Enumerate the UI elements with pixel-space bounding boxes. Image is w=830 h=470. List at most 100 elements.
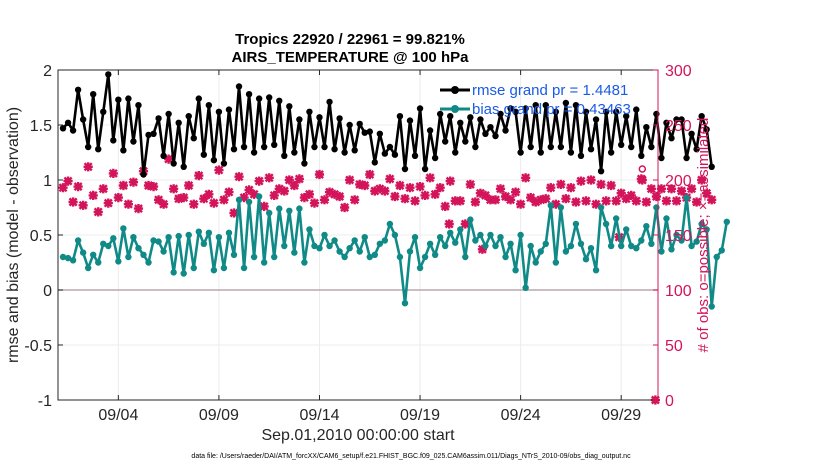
- bias-point: [492, 242, 499, 250]
- assimilated-marker: [179, 193, 189, 203]
- rmse-point: [497, 110, 504, 118]
- rmse-point: [441, 138, 449, 145]
- bias-point: [316, 245, 323, 252]
- bias-point: [457, 226, 464, 233]
- assimilated-marker: [370, 186, 380, 196]
- rmse-point: [195, 95, 202, 102]
- bias-point: [467, 216, 474, 223]
- bias-point: [361, 234, 368, 241]
- assimilated-marker: [93, 207, 103, 217]
- assimilated-marker: [420, 190, 430, 200]
- assimilated-marker: [444, 219, 454, 229]
- bias-point: [607, 242, 615, 250]
- assimilated-marker: [133, 204, 144, 214]
- y-right-tick-label: 200: [665, 173, 692, 190]
- bias-point: [617, 242, 625, 250]
- assimilated-marker: [611, 196, 621, 206]
- rmse-point: [150, 130, 157, 137]
- assimilated-marker: [656, 184, 667, 194]
- bias-point: [708, 303, 715, 310]
- y-left-tick-label: -0.5: [24, 338, 52, 355]
- rmse-point: [140, 171, 147, 178]
- assimilated-marker: [596, 179, 606, 189]
- assimilated-marker: [148, 182, 159, 192]
- assimilated-marker: [214, 165, 224, 175]
- assimilated-marker: [551, 199, 561, 209]
- bias-point: [628, 242, 635, 250]
- rmse-point: [95, 146, 102, 153]
- x-axis-label: Sep.01,2010 00:00:00 start: [261, 427, 455, 444]
- rmse-point: [592, 116, 600, 123]
- x-tick-label: 09/14: [299, 407, 339, 424]
- assimilated-marker: [375, 184, 385, 194]
- rmse-point: [447, 113, 454, 120]
- y-left-tick-label: -1: [38, 393, 52, 410]
- rmse-point: [281, 152, 288, 159]
- assimilated-marker: [385, 174, 395, 184]
- rmse-point: [472, 143, 479, 151]
- bias-point: [416, 264, 424, 272]
- rmse-point: [708, 163, 715, 170]
- rmse-point: [522, 105, 529, 112]
- assimilated-marker: [234, 172, 244, 182]
- bias-point: [517, 231, 524, 239]
- rmse-point: [200, 151, 208, 158]
- bias-point: [351, 237, 358, 244]
- rmse-point: [431, 154, 439, 162]
- assimilated-marker: [465, 179, 475, 189]
- assimilated-marker: [395, 180, 405, 191]
- bias-point: [668, 246, 675, 253]
- bias-point: [296, 205, 303, 212]
- rmse-point: [552, 108, 560, 116]
- bias-point: [165, 234, 172, 241]
- bias-point: [507, 240, 514, 247]
- rmse-point: [537, 149, 544, 156]
- rmse-point: [612, 108, 620, 116]
- assimilated-marker: [435, 183, 445, 193]
- rmse-point: [296, 116, 303, 123]
- y-right-tick-label: 0: [665, 393, 674, 410]
- bias-point: [135, 245, 142, 252]
- assimilated-marker: [702, 188, 712, 198]
- bias-point: [552, 259, 560, 266]
- bias-point: [220, 264, 228, 272]
- bias-point: [703, 226, 710, 233]
- bias-point: [145, 259, 152, 266]
- assimilated-marker: [279, 186, 289, 196]
- rmse-point: [658, 154, 665, 162]
- assimilated-marker: [521, 173, 531, 183]
- rmse-point: [84, 143, 92, 151]
- assimilated-marker: [626, 190, 636, 200]
- assimilated-marker: [329, 189, 340, 199]
- y-left-tick-label: 0.5: [30, 228, 52, 245]
- assimilated-marker: [445, 176, 455, 186]
- assimilated-marker: [158, 199, 169, 209]
- rmse-point: [120, 147, 127, 154]
- assimilated-marker: [707, 195, 717, 205]
- bias-point: [527, 242, 534, 250]
- assimilated-marker: [289, 180, 299, 191]
- bias-point: [386, 220, 394, 228]
- rmse-point: [170, 160, 177, 167]
- legend-bias-marker: [451, 105, 459, 113]
- assimilated-marker: [98, 184, 108, 194]
- assimilated-marker: [440, 201, 450, 211]
- bias-point: [582, 256, 590, 263]
- assimilated-marker: [516, 199, 526, 209]
- y-right-tick-label: 50: [665, 338, 683, 355]
- legend-rmse-marker: [451, 86, 459, 94]
- bias-point: [602, 220, 610, 228]
- assimilated-marker: [586, 175, 596, 185]
- rmse-point: [487, 124, 494, 131]
- rmse-point: [703, 126, 710, 133]
- bias-point: [497, 234, 504, 241]
- rmse-point: [643, 124, 650, 131]
- rmse-point: [547, 143, 554, 151]
- rmse-point: [462, 138, 469, 145]
- assimilated-marker: [561, 194, 571, 204]
- rmse-point: [673, 116, 680, 123]
- bias-point: [713, 253, 720, 261]
- bias-point: [89, 251, 97, 258]
- bias-point: [215, 234, 223, 241]
- rmse-point: [346, 121, 353, 129]
